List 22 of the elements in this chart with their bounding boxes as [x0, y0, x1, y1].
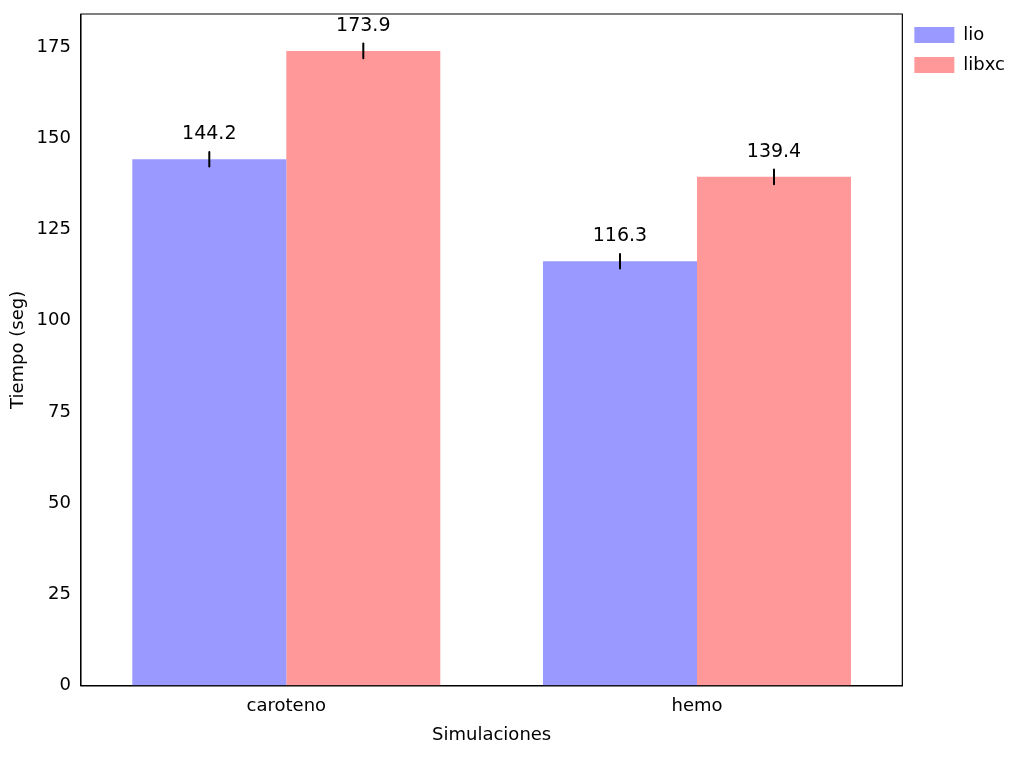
y-tick-label: 100 — [36, 308, 71, 330]
x-tick-label: hemo — [671, 694, 723, 716]
data-label: 139.4 — [746, 138, 802, 161]
bar — [542, 261, 697, 686]
y-tick-label: 25 — [48, 582, 71, 604]
data-label: 116.3 — [592, 223, 648, 246]
bar — [132, 159, 287, 686]
y-tick-label: 75 — [48, 399, 71, 421]
y-tick-label: 125 — [36, 217, 71, 239]
x-axis-title: Simulaciones — [432, 722, 552, 744]
y-tick-label: 50 — [48, 490, 71, 512]
x-tick-label: caroteno — [246, 694, 327, 716]
data-label: 144.2 — [182, 121, 237, 144]
bar — [696, 176, 851, 686]
legend-label: libxc — [963, 52, 1006, 74]
y-tick-label: 175 — [36, 34, 71, 56]
y-tick-label: 0 — [59, 673, 71, 695]
bar — [286, 50, 441, 686]
data-label: 173.9 — [336, 13, 391, 36]
y-tick-label: 150 — [36, 125, 71, 147]
y-axis-title: Tiempo (seg) — [6, 290, 28, 410]
legend-label: lio — [963, 22, 985, 44]
